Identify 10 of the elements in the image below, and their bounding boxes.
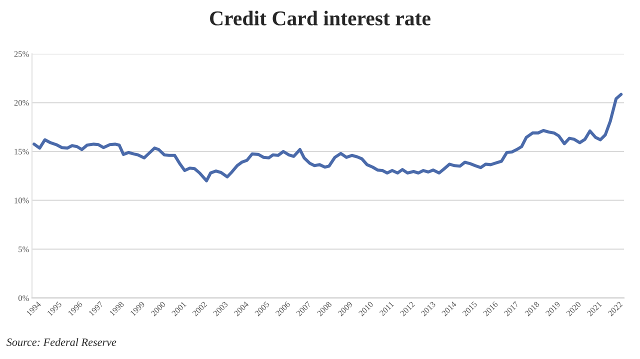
y-tick-label: 10% (14, 198, 29, 204)
y-tick-label: 15% (14, 148, 29, 154)
y-tick-label: 5% (18, 246, 29, 252)
source-note: Source: Federal Reserve (6, 338, 116, 346)
line-series (32, 92, 623, 182)
y-tick-label: 20% (14, 100, 29, 106)
y-tick-label: 0% (18, 295, 29, 301)
x-tick-label: 2011 (379, 301, 394, 316)
y-tick-label: 25% (14, 51, 29, 57)
chart-title: Credit Card interest rate (210, 10, 430, 26)
